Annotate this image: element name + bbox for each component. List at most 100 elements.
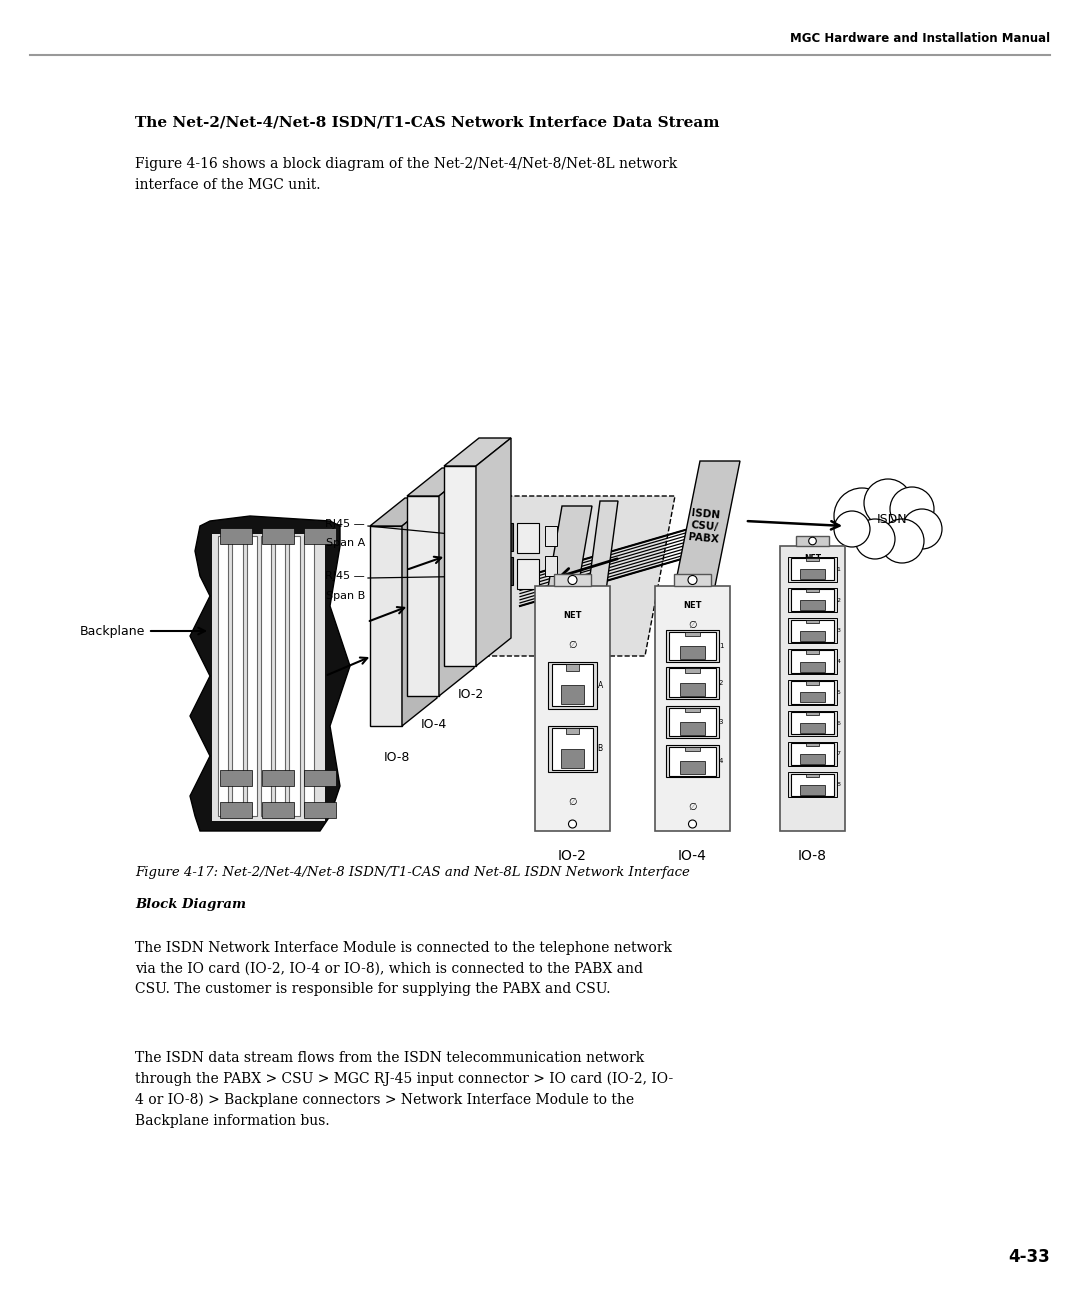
Circle shape	[902, 509, 942, 549]
Text: Backplane: Backplane	[80, 624, 145, 637]
Bar	[800, 754, 824, 764]
Polygon shape	[476, 438, 511, 666]
Bar	[495, 556, 513, 585]
Bar	[562, 686, 584, 704]
Text: NET: NET	[564, 611, 582, 620]
Text: ∅: ∅	[688, 620, 697, 631]
Bar	[262, 528, 294, 545]
Bar	[261, 535, 271, 816]
Bar	[788, 680, 837, 705]
Text: A: A	[597, 680, 603, 690]
Text: Block Diagram: Block Diagram	[135, 899, 246, 912]
Text: NET: NET	[804, 554, 821, 563]
Bar	[566, 665, 579, 670]
Bar	[545, 526, 557, 546]
Bar	[549, 726, 597, 772]
Text: NET: NET	[684, 601, 702, 610]
Circle shape	[880, 518, 924, 563]
Text: 2: 2	[837, 598, 840, 602]
PathPatch shape	[212, 534, 325, 821]
Bar	[495, 522, 513, 551]
Bar	[552, 665, 593, 707]
Polygon shape	[438, 468, 474, 696]
Bar	[686, 708, 700, 712]
Circle shape	[855, 518, 895, 559]
Bar	[535, 586, 610, 831]
Bar	[780, 546, 845, 831]
Bar	[232, 535, 243, 816]
Bar	[246, 535, 257, 816]
Circle shape	[568, 820, 577, 828]
Bar	[800, 569, 824, 580]
Bar	[545, 556, 557, 576]
Text: ∅: ∅	[568, 640, 577, 650]
Bar	[666, 707, 719, 738]
Text: ∅: ∅	[688, 802, 697, 811]
Text: Span A: Span A	[326, 538, 365, 549]
Bar	[666, 746, 719, 777]
Circle shape	[688, 576, 697, 585]
Bar	[791, 619, 835, 643]
Circle shape	[809, 537, 816, 545]
Text: Span B: Span B	[326, 592, 365, 601]
Polygon shape	[402, 498, 437, 726]
Bar	[517, 522, 539, 552]
Bar	[679, 683, 705, 696]
Bar	[788, 556, 837, 581]
Bar	[679, 761, 705, 774]
Text: IO-2: IO-2	[457, 688, 484, 701]
Circle shape	[834, 488, 890, 545]
Text: 1: 1	[719, 643, 724, 649]
Bar	[262, 771, 294, 786]
Text: The Net-2/Net-4/Net-8 ISDN/T1-CAS Network Interface Data Stream: The Net-2/Net-4/Net-8 ISDN/T1-CAS Networ…	[135, 115, 719, 129]
Bar	[806, 650, 819, 654]
Bar	[303, 535, 314, 816]
Bar	[444, 466, 476, 666]
Bar	[669, 747, 716, 776]
Bar	[654, 586, 730, 831]
Bar	[800, 692, 824, 703]
Bar	[303, 528, 336, 545]
Text: B: B	[597, 744, 603, 754]
Bar	[666, 629, 719, 662]
Bar	[566, 727, 579, 734]
Bar	[788, 772, 837, 797]
Bar	[791, 558, 835, 580]
Text: 8: 8	[837, 782, 840, 788]
Text: 7: 7	[837, 751, 840, 756]
Bar	[806, 558, 819, 562]
Bar	[806, 589, 819, 592]
Bar	[806, 773, 819, 777]
Bar	[800, 599, 824, 610]
Bar	[806, 682, 819, 684]
Text: 4: 4	[837, 660, 840, 663]
Text: 6: 6	[837, 721, 840, 726]
Bar	[370, 526, 402, 726]
Bar	[800, 785, 824, 795]
Text: Telephone
Network
Lines: Telephone Network Lines	[780, 592, 840, 639]
Bar	[554, 575, 591, 586]
Bar	[800, 724, 824, 733]
Text: IO-2: IO-2	[558, 849, 586, 863]
Text: Figure 4-16 shows a block diagram of the Net-2/Net-4/Net-8/Net-8L network
interf: Figure 4-16 shows a block diagram of the…	[135, 157, 677, 192]
Bar	[791, 682, 835, 704]
Text: MGC Hardware and Installation Manual: MGC Hardware and Installation Manual	[789, 33, 1050, 44]
Bar	[674, 575, 712, 586]
Bar	[788, 588, 837, 613]
Circle shape	[864, 479, 912, 528]
Text: ∅: ∅	[568, 797, 577, 807]
Bar	[806, 712, 819, 716]
Bar	[218, 535, 228, 816]
Text: RJ45 —: RJ45 —	[325, 518, 365, 529]
Polygon shape	[455, 496, 675, 656]
Bar	[562, 748, 584, 768]
Bar	[806, 743, 819, 746]
Bar	[791, 712, 835, 734]
Bar	[303, 771, 336, 786]
Text: IO-4: IO-4	[678, 849, 707, 863]
Text: IO-8: IO-8	[798, 849, 827, 863]
Text: ISDN
CSU/
PABX: ISDN CSU/ PABX	[688, 508, 721, 545]
Text: 1: 1	[837, 567, 840, 572]
Bar	[220, 771, 252, 786]
Bar	[686, 747, 700, 751]
